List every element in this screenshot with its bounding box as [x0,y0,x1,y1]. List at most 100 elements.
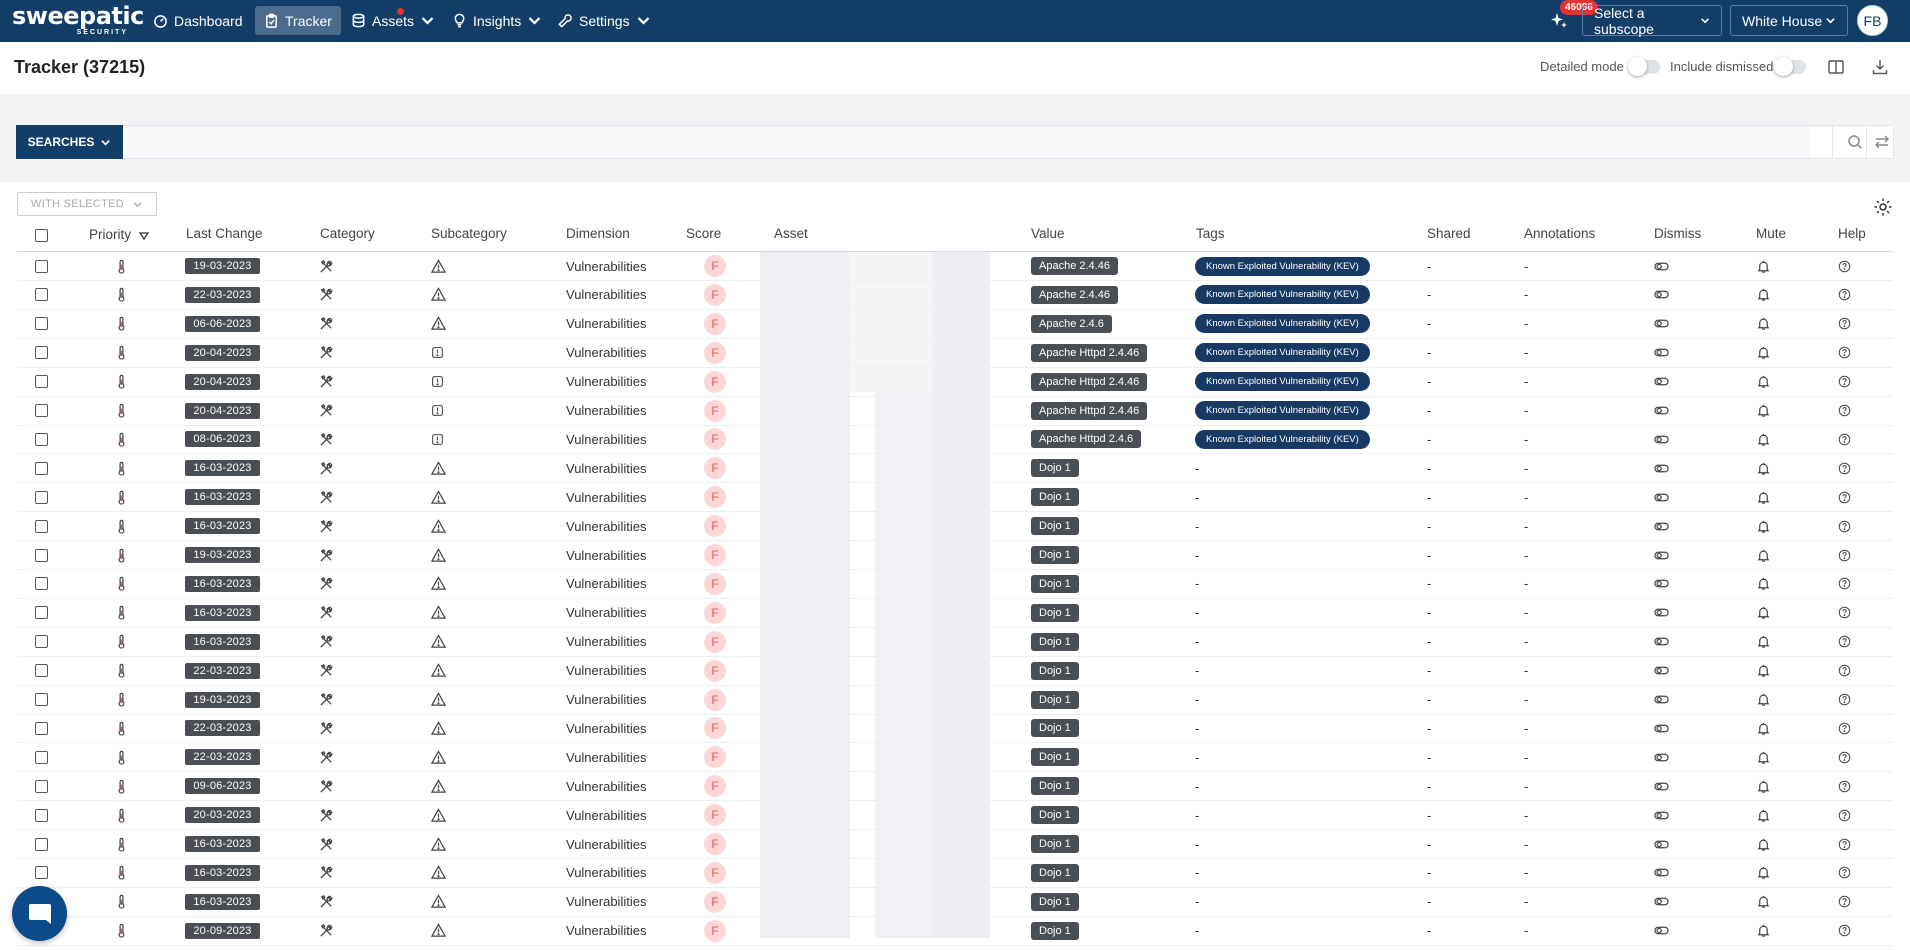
dismiss-button[interactable] [1654,830,1669,858]
sparkle-notification-icon[interactable] [1548,9,1572,33]
mute-button[interactable] [1756,541,1771,569]
value-badge[interactable]: Apache 2.4.6 [1031,314,1112,333]
col-help[interactable]: Help [1838,226,1866,241]
select-all-checkbox[interactable] [35,229,48,242]
value-badge[interactable]: Apache Httpd 2.4.6 [1031,430,1142,449]
row-checkbox[interactable] [35,779,48,793]
row-checkbox[interactable] [35,432,48,446]
mute-button[interactable] [1756,397,1771,425]
col-tags[interactable]: Tags [1196,226,1225,241]
row-checkbox[interactable] [35,375,48,389]
help-button[interactable] [1838,454,1851,482]
help-button[interactable] [1838,281,1851,309]
chat-launcher-button[interactable] [12,886,67,941]
help-button[interactable] [1838,772,1851,800]
mute-button[interactable] [1756,281,1771,309]
help-button[interactable] [1838,859,1851,887]
nav-settings[interactable]: Settings [549,6,660,35]
col-annotations[interactable]: Annotations [1524,226,1596,241]
dismiss-button[interactable] [1654,397,1669,425]
table-row[interactable]: 20-03-2023 Vulnerabilities F Dojo 1 - - … [17,801,1893,831]
dismiss-button[interactable] [1654,888,1669,916]
value-badge[interactable]: Dojo 1 [1031,777,1079,796]
tag-badge[interactable]: Known Exploited Vulnerability (KEV) [1195,343,1370,363]
dismiss-button[interactable] [1654,917,1669,945]
mute-button[interactable] [1756,830,1771,858]
col-shared[interactable]: Shared [1427,226,1471,241]
dismiss-button[interactable] [1654,310,1669,338]
help-button[interactable] [1838,252,1851,280]
dismiss-button[interactable] [1654,628,1669,656]
mute-button[interactable] [1756,888,1771,916]
download-icon[interactable] [1871,58,1889,76]
dismiss-button[interactable] [1654,714,1669,742]
nav-tracker[interactable]: Tracker [255,6,341,35]
table-row[interactable]: 16-03-2023 Vulnerabilities F Dojo 1 - - … [17,830,1893,859]
dismiss-button[interactable] [1654,599,1669,627]
dismiss-button[interactable] [1654,570,1669,598]
dismiss-button[interactable] [1654,252,1669,280]
with-selected-dropdown[interactable]: WITH SELECTED [17,192,157,216]
help-button[interactable] [1838,512,1851,540]
row-checkbox[interactable] [35,721,48,735]
table-row[interactable]: 06-06-2023 Vulnerabilities F Apache 2.4.… [17,310,1893,339]
table-row[interactable]: 22-03-2023 Vulnerabilities F Dojo 1 - - … [17,657,1893,686]
mute-button[interactable] [1756,483,1771,511]
value-badge[interactable]: Apache Httpd 2.4.46 [1031,372,1148,391]
value-badge[interactable]: Dojo 1 [1031,517,1079,536]
detailed-mode-toggle[interactable] [1628,57,1660,76]
mute-button[interactable] [1756,570,1771,598]
table-row[interactable]: 20-04-2023 Vulnerabilities F Apache Http… [17,368,1893,397]
mute-button[interactable] [1756,686,1771,714]
nav-insights[interactable]: Insights [443,6,551,35]
dismiss-button[interactable] [1654,859,1669,887]
help-button[interactable] [1838,714,1851,742]
help-button[interactable] [1838,830,1851,858]
value-badge[interactable]: Apache Httpd 2.4.46 [1031,401,1148,420]
include-dismissed-toggle[interactable] [1774,57,1806,76]
help-button[interactable] [1838,368,1851,396]
help-button[interactable] [1838,743,1851,771]
table-row[interactable]: 22-03-2023 Vulnerabilities F Dojo 1 - - … [17,714,1893,744]
mute-button[interactable] [1756,425,1771,453]
help-button[interactable] [1838,657,1851,685]
table-row[interactable]: 09-06-2023 Vulnerabilities F Dojo 1 - - … [17,772,1893,802]
table-row[interactable]: 16-03-2023 Vulnerabilities F Dojo 1 - - … [17,599,1893,628]
table-row[interactable]: 16-03-2023 Vulnerabilities F Dojo 1 - - … [17,454,1893,484]
value-badge[interactable]: Dojo 1 [1031,632,1079,651]
row-checkbox[interactable] [35,490,48,504]
help-button[interactable] [1838,888,1851,916]
row-checkbox[interactable] [35,635,48,649]
table-row[interactable]: 20-04-2023 Vulnerabilities F Apache Http… [17,339,1893,368]
value-badge[interactable]: Dojo 1 [1031,892,1079,911]
row-checkbox[interactable] [35,750,48,764]
table-row[interactable]: 22-03-2023 Vulnerabilities F Dojo 1 - - … [17,743,1893,773]
col-value[interactable]: Value [1031,226,1065,241]
dismiss-button[interactable] [1654,686,1669,714]
col-mute[interactable]: Mute [1756,226,1787,241]
value-badge[interactable]: Dojo 1 [1031,574,1079,593]
value-badge[interactable]: Apache Httpd 2.4.46 [1031,343,1148,362]
dismiss-button[interactable] [1654,339,1669,367]
gear-icon[interactable] [1873,197,1893,217]
mute-button[interactable] [1756,743,1771,771]
col-score[interactable]: Score [686,226,722,241]
search-icon[interactable] [1847,134,1863,150]
help-button[interactable] [1838,599,1851,627]
tag-badge[interactable]: Known Exploited Vulnerability (KEV) [1195,401,1370,420]
help-button[interactable] [1838,541,1851,569]
dismiss-button[interactable] [1654,512,1669,540]
help-button[interactable] [1838,397,1851,425]
value-badge[interactable]: Dojo 1 [1031,863,1079,882]
help-button[interactable] [1838,628,1851,656]
dismiss-button[interactable] [1654,425,1669,453]
help-button[interactable] [1838,339,1851,367]
tag-badge[interactable]: Known Exploited Vulnerability (KEV) [1195,429,1370,449]
row-checkbox[interactable] [35,288,48,302]
row-checkbox[interactable] [35,317,48,331]
mute-button[interactable] [1756,772,1771,800]
row-checkbox[interactable] [35,577,48,591]
value-badge[interactable]: Dojo 1 [1031,690,1079,709]
row-checkbox[interactable] [35,808,48,822]
user-avatar[interactable]: FB [1857,5,1888,36]
